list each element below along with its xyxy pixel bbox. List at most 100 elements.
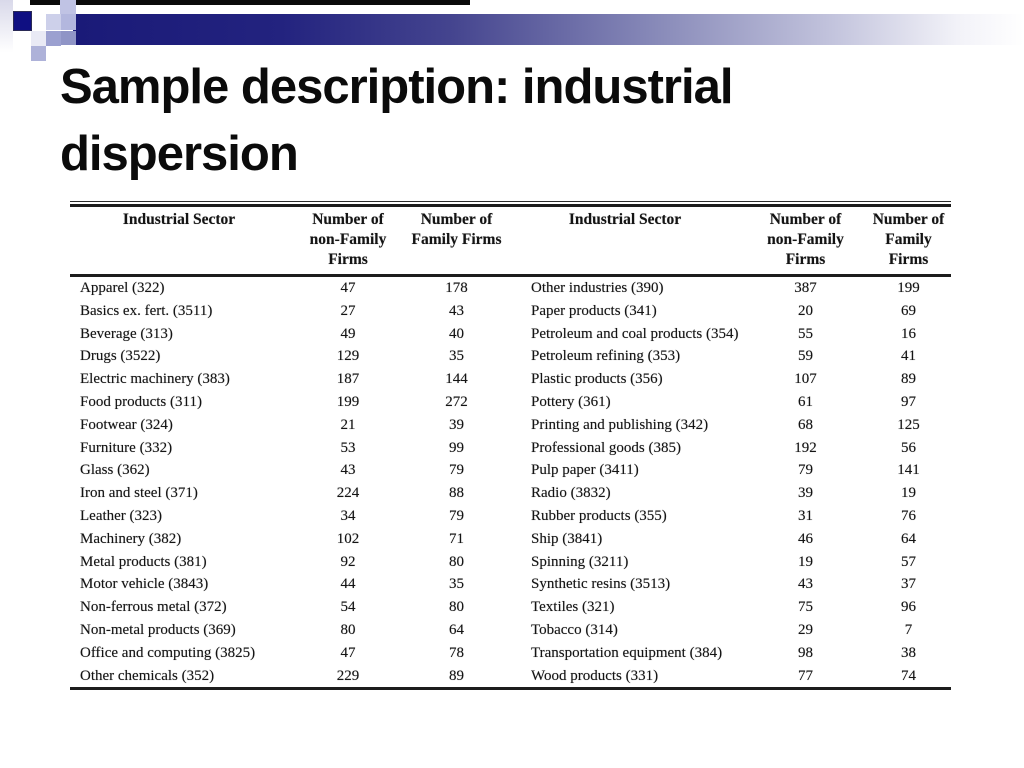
firm-count-cell: 49 [340,325,356,342]
firm-count-cell: 79 [449,507,464,524]
sector-cell: Iron and steel (371) [80,485,198,502]
firm-count-cell: 80 [449,553,464,570]
header-nonfamily-firms-right: Number of non-Family Firms [745,207,866,277]
firm-count-cell: 76 [901,507,916,524]
firm-count-cell: 35 [449,348,464,365]
sector-cell: Transportation equipment (384) [531,644,723,661]
firm-count-cell: 40 [449,325,464,342]
table-row: Electric machinery (383) 187 144 Plastic pr… [70,368,951,391]
firm-count-cell: 107 [794,371,817,388]
firm-count-cell: 64 [449,621,464,638]
table-row: Metal products (381) 92 80 Spinning (3211) 1… [70,551,951,574]
firm-count-cell: 57 [901,553,916,570]
table-row: Apparel (322) 47 178 Other industries (390)… [70,276,951,300]
firm-count-cell: 192 [794,439,817,456]
sector-cell: Leather (323) [80,507,163,524]
sector-cell: Pottery (361) [531,393,611,410]
firm-count-cell: 47 [340,280,356,296]
firm-count-cell: 43 [449,302,464,319]
firm-count-cell: 97 [901,393,916,410]
firm-count-cell: 55 [798,325,813,342]
firm-count-cell: 34 [340,507,356,524]
firm-count-cell: 46 [798,530,813,547]
table-row: Beverage (313) 49 40 Petroleum and coal pro… [70,323,951,346]
firm-count-cell: 199 [336,393,360,410]
gradient-bar [73,14,1024,45]
table-row: Machinery (382) 102 71 Ship (3841) 46 64 [70,528,951,551]
table-row: Other chemicals (352) 229 89 Wood products … [70,665,951,688]
firm-count-cell: 77 [798,667,813,684]
firm-count-cell: 102 [336,530,360,547]
sector-cell: Spinning (3211) [531,553,629,570]
table-row: Footwear (324) 21 39 Printing and publishin… [70,414,951,437]
table-row: Motor vehicle (3843) 44 35 Synthetic resins… [70,573,951,596]
left-gradient-strip [0,0,13,62]
firm-count-cell: 178 [445,280,468,296]
firm-count-cell: 88 [449,485,464,502]
firm-count-cell: 44 [340,576,356,593]
firm-count-cell: 229 [336,667,360,684]
firm-count-cell: 74 [901,667,916,684]
firm-count-cell: 187 [336,371,360,388]
firm-count-cell: 56 [901,439,916,456]
firm-count-cell: 125 [897,416,920,433]
firm-count-cell: 19 [798,553,813,570]
firm-count-cell: 43 [798,576,813,593]
sector-cell: Pulp paper (3411) [531,462,639,479]
mosaic-square [60,0,76,14]
table-row: Iron and steel (371) 224 88 Radio (3832) 39 1… [70,482,951,505]
firm-count-cell: 144 [445,371,468,388]
table-row: Non-metal products (369) 80 64 Tobacco (314… [70,619,951,642]
firms-table: Industrial Sector Number of non-Family F… [70,201,951,691]
sector-cell: Non-ferrous metal (372) [80,599,227,616]
firm-count-cell: 98 [798,644,813,661]
table-row: Glass (362) 43 79 Pulp paper (3411) 79 141 [70,459,951,482]
firm-count-cell: 75 [798,599,813,616]
firm-count-cell: 7 [904,621,913,638]
slide-title: Sample description: industrial dispersio… [60,60,733,181]
sector-cell: Machinery (382) [80,530,182,547]
sector-cell: Food products (311) [80,393,202,410]
header-industrial-sector-left: Industrial Sector [70,207,288,277]
header-family-firms-left: Number of Family Firms [408,207,505,277]
sector-cell: Metal products (381) [80,553,207,570]
firm-count-cell: 141 [897,462,920,479]
firm-count-cell: 224 [336,485,360,502]
firm-count-cell: 99 [449,439,464,456]
firm-count-cell: 129 [336,348,360,365]
sector-cell: Furniture (332) [80,439,173,456]
firm-count-cell: 79 [449,462,464,479]
header-industrial-sector-right: Industrial Sector [505,207,745,277]
firm-count-cell: 59 [798,348,813,365]
sector-cell: Tobacco (314) [531,621,618,638]
header-nonfamily-firms-left: Number of non-Family Firms [288,207,408,277]
sector-cell: Office and computing (3825) [80,644,256,661]
mosaic-square [46,31,61,46]
firm-count-cell: 37 [901,576,916,593]
table-bottom-rule [70,687,951,691]
sector-cell: Petroleum and coal products (354) [531,325,739,342]
sector-cell: Drugs (3522) [80,348,161,365]
firm-count-cell: 16 [901,325,916,342]
table-row: Leather (323) 34 79 Rubber products (355) 31… [70,505,951,528]
sector-cell: Printing and publishing (342) [531,416,709,433]
firm-count-cell: 92 [340,553,356,570]
table-row: Food products (311) 199 272 Pottery (361) 61… [70,391,951,414]
firm-count-cell: 47 [340,644,356,661]
firm-count-cell: 38 [901,644,916,661]
firm-count-cell: 78 [449,644,464,661]
firm-count-cell: 31 [798,507,813,524]
sector-cell: Paper products (341) [531,302,657,319]
sector-cell: Ship (3841) [531,530,603,547]
mosaic-square [61,14,76,30]
firm-count-cell: 68 [798,416,813,433]
firm-count-cell: 69 [901,302,916,319]
firm-count-cell: 29 [798,621,813,638]
top-black-line [30,0,470,5]
sector-cell: Wood products (331) [531,667,659,684]
firm-count-cell: 199 [897,280,920,296]
sector-cell: Basics ex. fert. (3511) [80,302,213,319]
firm-count-cell: 80 [449,599,464,616]
firm-count-cell: 61 [798,393,813,410]
sector-cell: Glass (362) [80,462,150,479]
